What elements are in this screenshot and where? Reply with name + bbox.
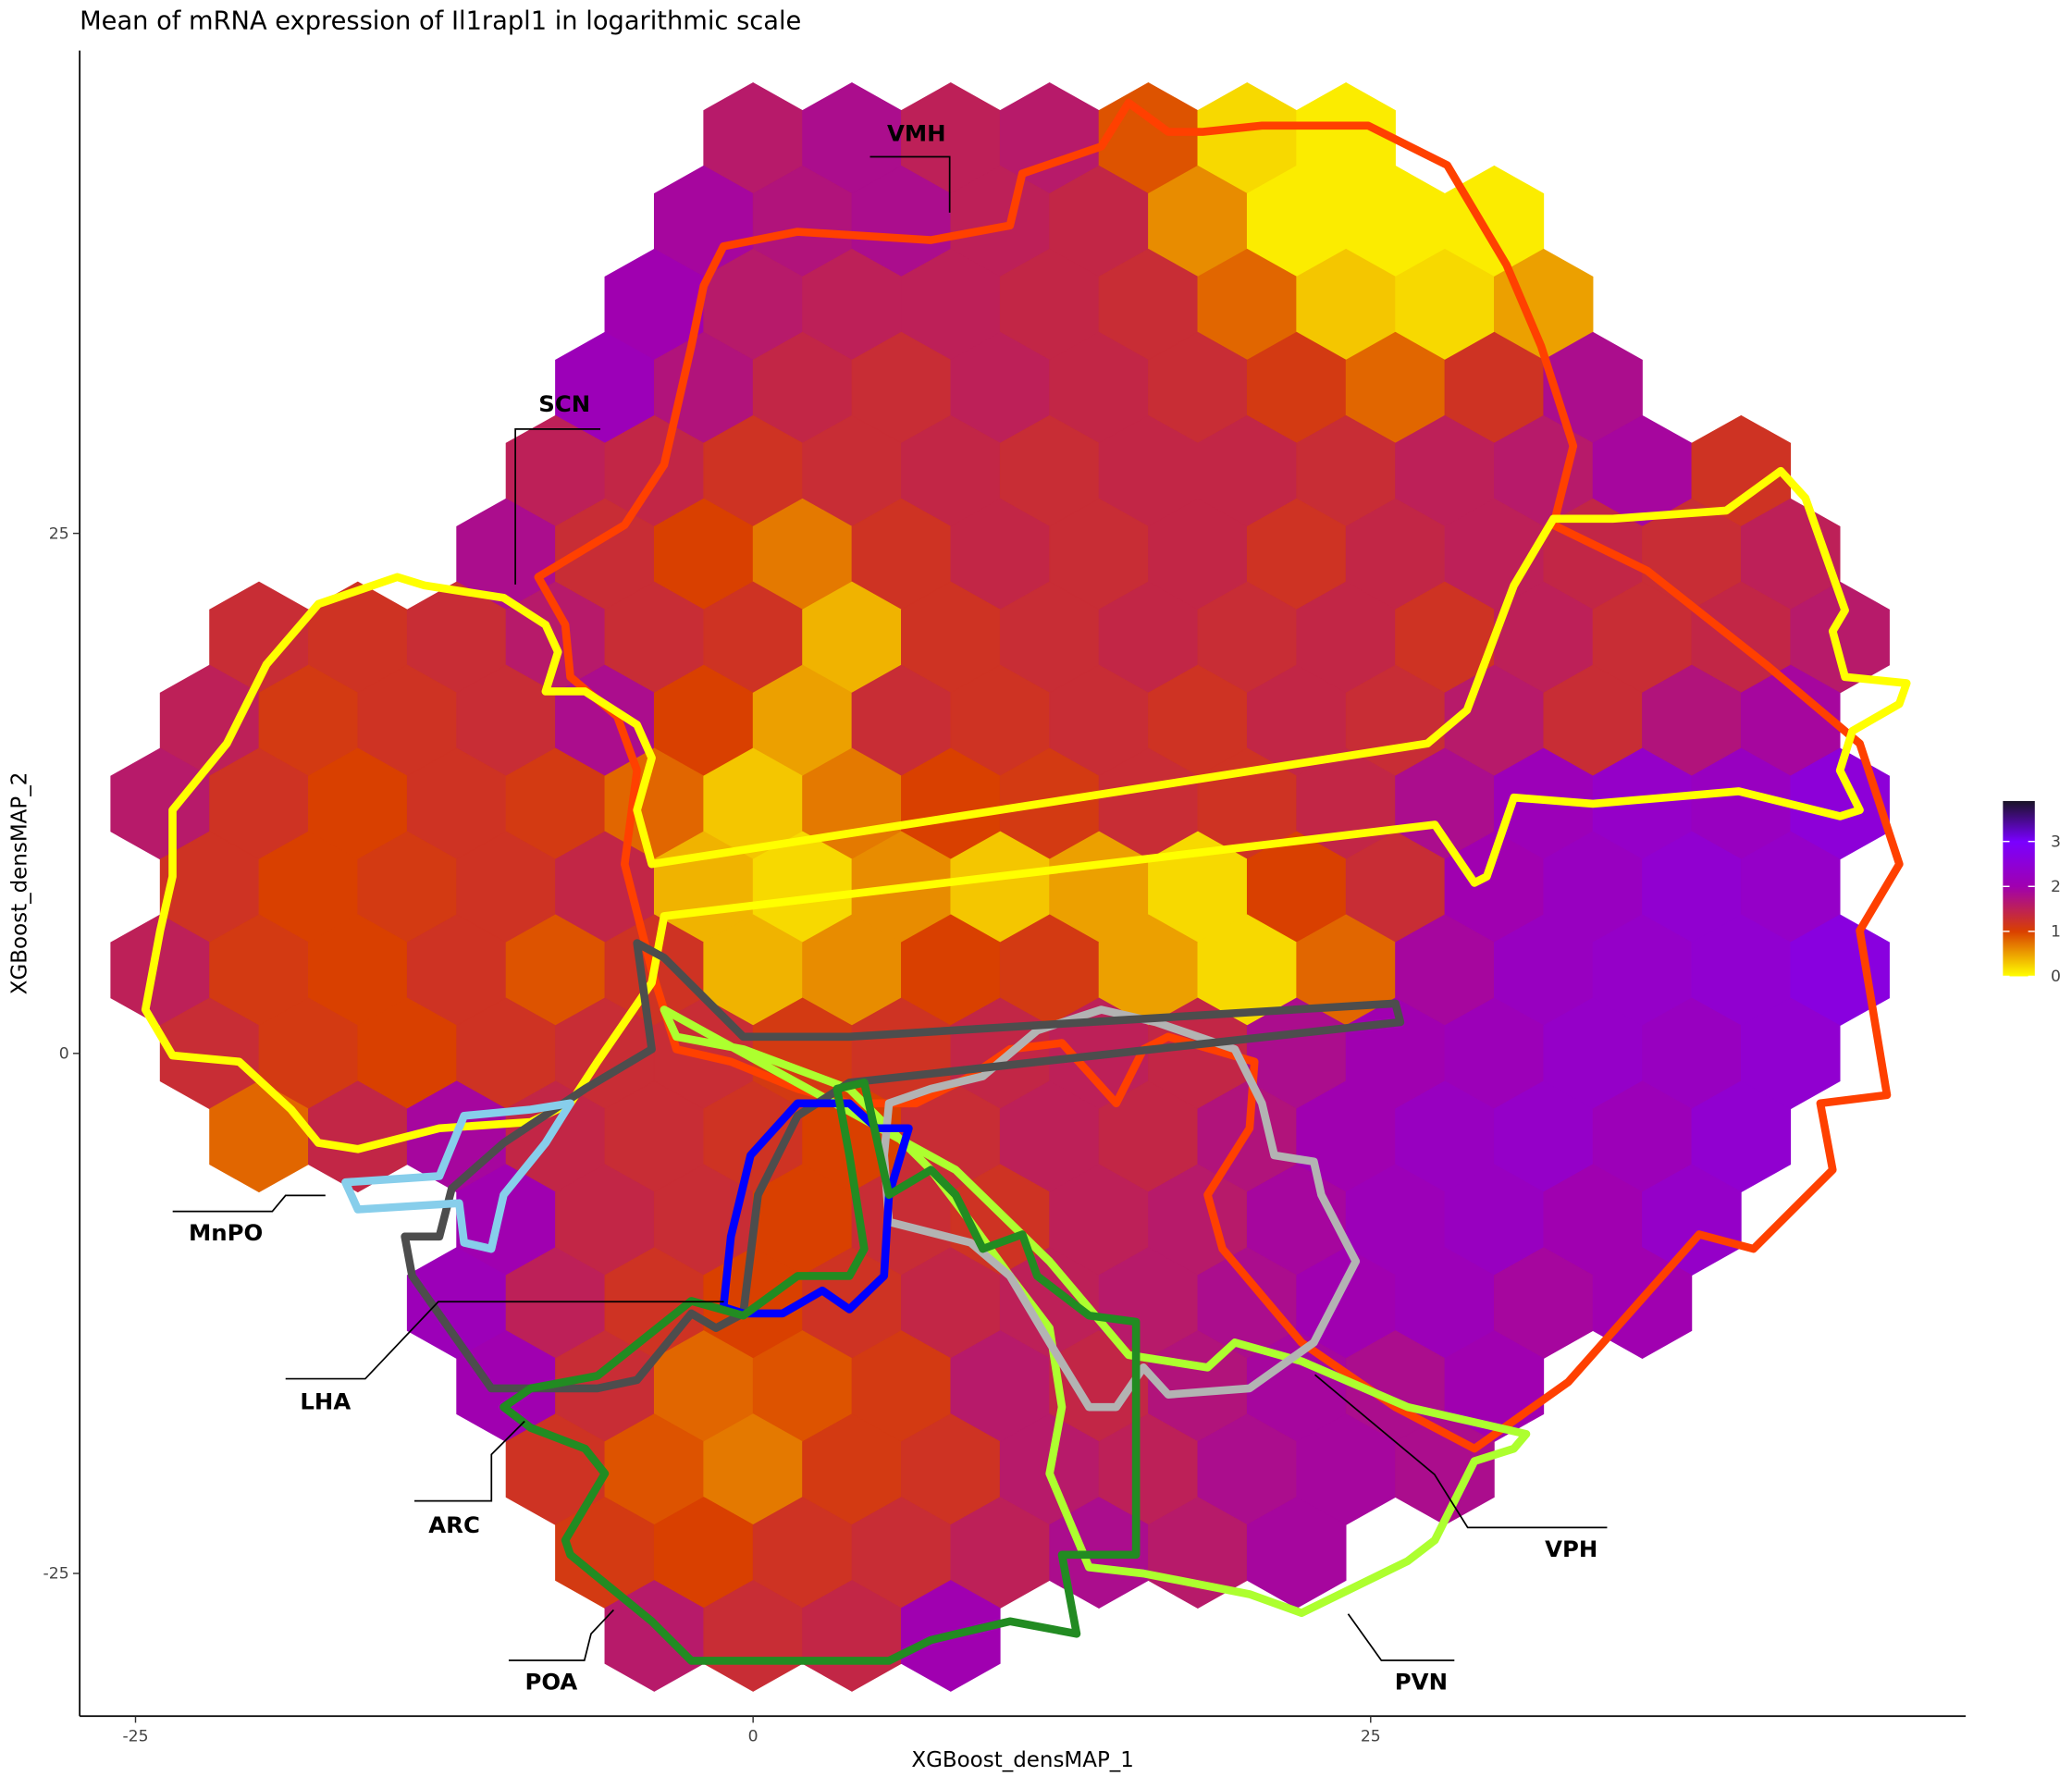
region-outline xyxy=(534,98,1904,1453)
region-label: MnPO xyxy=(189,1219,263,1246)
leader-line xyxy=(1314,1374,1608,1529)
leader-line xyxy=(1347,1613,1455,1661)
y-axis-label: XGBoost_densMAP_2 xyxy=(8,772,32,995)
leader-line xyxy=(870,155,951,213)
leader-line xyxy=(508,1609,615,1661)
x-tick-label: 0 xyxy=(748,1728,758,1746)
x-tick-label: 25 xyxy=(1361,1728,1381,1746)
y-tick-label: 25 xyxy=(49,524,69,543)
colorbar xyxy=(2003,800,2035,977)
colorbar-tick-label: 3 xyxy=(2051,832,2061,851)
leader-line xyxy=(514,428,601,585)
hex-layer xyxy=(110,82,1890,1692)
region-outline xyxy=(141,466,1911,1153)
leader-line xyxy=(414,1420,525,1502)
region-label: VPH xyxy=(1545,1536,1597,1562)
region-outline xyxy=(341,1099,574,1253)
x-axis-label: XGBoost_densMAP_1 xyxy=(911,1748,1134,1772)
region-layer xyxy=(141,98,1911,1665)
region-label: ARC xyxy=(428,1511,480,1538)
region-label: POA xyxy=(524,1669,577,1696)
y-tick-label: 0 xyxy=(59,1045,69,1064)
region-label: PVN xyxy=(1395,1669,1448,1696)
colorbar-tick-label: 0 xyxy=(2051,968,2061,986)
colorbar-tick-label: 1 xyxy=(2051,923,2061,942)
chart-title: Mean of mRNA expression of Il1rapl1 in l… xyxy=(80,7,801,36)
region-label: SCN xyxy=(538,390,590,417)
region-outline xyxy=(719,1099,913,1318)
region-label: VMH xyxy=(887,119,946,146)
leader-line xyxy=(285,1301,724,1380)
region-outline xyxy=(500,1079,1141,1665)
leader-line xyxy=(172,1194,326,1213)
colorbar-tick-label: 2 xyxy=(2051,878,2061,896)
y-tick-label: -25 xyxy=(43,1565,69,1584)
region-label: LHA xyxy=(300,1388,351,1415)
region-outline xyxy=(880,1005,1361,1412)
x-tick-label: -25 xyxy=(122,1728,148,1746)
region-outline xyxy=(401,939,1405,1393)
